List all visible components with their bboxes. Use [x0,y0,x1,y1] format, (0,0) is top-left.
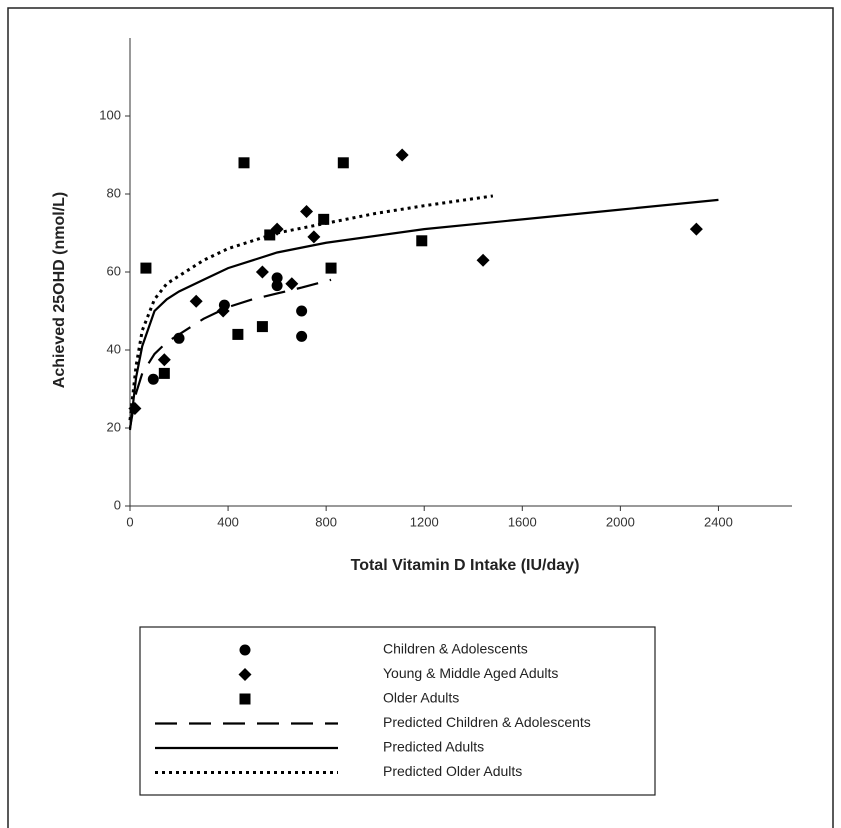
y-tick-label: 80 [107,185,121,200]
point [147,373,159,385]
point [189,294,203,308]
point [689,222,703,236]
point [337,157,349,169]
legend [139,626,656,796]
point [256,321,268,333]
x-tick-label: 800 [315,514,337,529]
legend-symbol [238,668,252,681]
point [296,330,308,342]
frame [7,7,834,828]
point [307,230,321,244]
legend-symbol [239,644,251,656]
prediction-line [128,278,332,429]
point [255,265,269,279]
x-tick-label: 1600 [508,514,537,529]
point [296,305,308,317]
point [271,272,283,284]
legend-label: Older Adults [383,690,459,706]
point [395,148,409,162]
x-tick-label: 0 [126,514,133,529]
x-axis-label: Total Vitamin D Intake (IU/day) [351,557,580,574]
y-tick-label: 20 [107,419,121,434]
point [476,253,490,267]
legend-label: Predicted Adults [383,739,484,755]
prediction-line [128,198,719,431]
point [318,213,330,225]
point [416,235,428,247]
point [285,277,299,291]
legend-symbol [239,693,251,705]
y-tick-label: 60 [107,263,121,278]
point [264,229,276,241]
point [238,157,250,169]
prediction-line [128,194,494,421]
point [216,304,230,318]
x-tick-label: 1200 [410,514,439,529]
point [300,205,314,219]
point [158,367,170,379]
point [140,262,152,274]
point [232,328,244,340]
legend-label: Young & Middle Aged Adults [383,665,558,681]
point [271,280,283,292]
legend-label: Children & Adolescents [383,641,528,657]
legend-label: Predicted Children & Adolescents [383,714,591,730]
y-tick-label: 0 [114,497,121,512]
x-tick-label: 2400 [704,514,733,529]
x-tick-label: 400 [217,514,239,529]
point [325,262,337,274]
y-tick-label: 100 [99,107,121,122]
y-axis-label: Achieved 25OHD (nmol/L) [51,192,68,388]
legend-label: Predicted Older Adults [383,763,522,779]
point [157,353,171,367]
y-tick-label: 40 [107,341,121,356]
x-tick-label: 2000 [606,514,635,529]
